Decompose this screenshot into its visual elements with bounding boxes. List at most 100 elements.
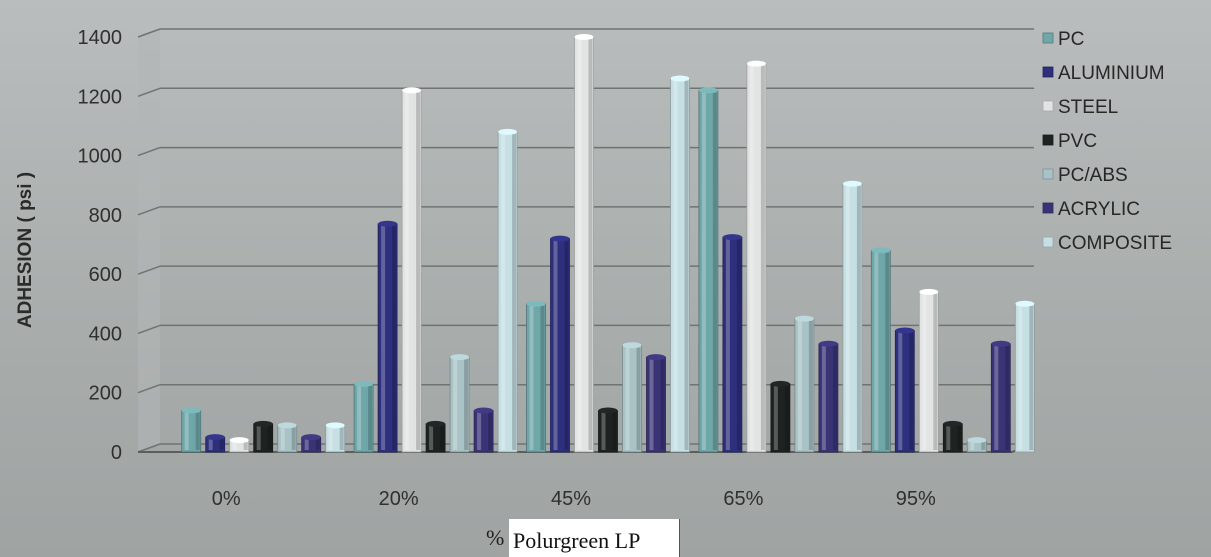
bar-cap <box>842 180 862 187</box>
y-axis-label: ADHESION ( psi ) <box>15 172 36 328</box>
bar <box>229 437 250 453</box>
bar-cap <box>402 87 422 94</box>
bar-cap <box>722 234 742 241</box>
bar-highlight <box>429 425 434 450</box>
bar <box>942 420 963 453</box>
x-axis-label: Polurgreen LP <box>509 519 680 557</box>
bar <box>277 422 298 453</box>
bar <box>670 75 690 453</box>
bar <box>497 128 518 453</box>
bar-highlight <box>477 412 482 450</box>
bar-shadow <box>1005 345 1010 450</box>
bar-shadow <box>981 442 986 450</box>
bar-highlight <box>701 92 706 450</box>
bar-highlight <box>898 332 903 450</box>
bar-highlight <box>529 305 534 450</box>
bar <box>526 300 546 453</box>
bar <box>598 407 618 453</box>
bar-highlight <box>994 345 999 450</box>
bar-shadow <box>512 133 517 450</box>
bar-highlight <box>725 239 730 450</box>
bar-highlight <box>625 347 630 450</box>
x-tick-label: 0% <box>212 488 241 510</box>
x-tick-label: 95% <box>896 488 936 510</box>
bar-shadow <box>933 293 938 450</box>
bar-cap <box>205 434 225 441</box>
gridline-depth <box>137 384 161 394</box>
bar-cap <box>943 420 963 427</box>
bar <box>646 354 666 453</box>
legend-swatch <box>1042 32 1054 44</box>
bar-cap <box>354 380 374 387</box>
bar <box>377 220 398 453</box>
y-tick-label: 1000 <box>78 146 123 168</box>
bar-shadow <box>315 439 320 450</box>
bar-cap <box>646 354 666 361</box>
legend-label: STEEL <box>1058 97 1118 118</box>
bar-cap <box>253 420 273 427</box>
bar <box>966 437 987 453</box>
bar <box>473 407 494 453</box>
bar-cap <box>670 75 690 82</box>
bar <box>181 407 202 453</box>
bar-shadow <box>784 385 789 450</box>
y-tick-label: 600 <box>89 264 122 286</box>
bar-cap <box>325 422 345 429</box>
bar-shadow <box>368 385 373 450</box>
bar-shadow <box>660 359 665 450</box>
bar-cap <box>474 407 494 414</box>
bar-shadow <box>219 439 224 450</box>
x-tick-label: 45% <box>551 488 591 510</box>
bar-cap <box>622 342 642 349</box>
bar-shadow <box>392 225 397 450</box>
bar-highlight <box>501 133 506 450</box>
bar-highlight <box>1018 305 1023 450</box>
x-tick-labels: 0% 20% 45% 65% 95% <box>212 488 936 510</box>
bar-cap <box>526 300 546 307</box>
bar-shadow <box>684 80 689 450</box>
bar-shadow <box>540 305 545 450</box>
x-tick-label: 20% <box>379 488 419 510</box>
gridline-depth <box>137 443 161 453</box>
bar <box>449 354 470 453</box>
legend-swatch <box>1042 66 1054 78</box>
bar-cap <box>229 437 249 444</box>
gridline-depth <box>137 206 161 216</box>
bar <box>894 327 915 453</box>
legend-label: PC <box>1058 29 1084 50</box>
bar-cap <box>498 128 518 135</box>
bar-shadow <box>416 92 421 450</box>
bar-shadow <box>736 239 741 450</box>
bar-shadow <box>291 427 296 450</box>
bar-shadow <box>712 92 717 450</box>
bar-highlight <box>773 385 778 450</box>
bar <box>622 342 642 453</box>
bar-shadow <box>243 442 248 450</box>
bar-shadow <box>612 412 617 450</box>
bar-highlight <box>357 385 362 450</box>
bar-cap <box>450 354 470 361</box>
bar-highlight <box>256 425 261 450</box>
bar-highlight <box>970 442 975 450</box>
bar-highlight <box>208 439 213 450</box>
gridline-depth <box>137 265 161 275</box>
bar-cap <box>181 407 201 414</box>
bar <box>325 422 346 453</box>
gridline-depth <box>137 87 161 97</box>
bar-shadow <box>564 240 569 450</box>
bar-highlight <box>453 359 458 450</box>
bar-highlight <box>232 442 237 450</box>
legend: PC ALUMINIUM STEEL PVC PC/ABS ACRYLIC COMPOSIT… <box>1042 29 1172 254</box>
bar-shadow <box>195 412 200 450</box>
bar-shadow <box>464 359 469 450</box>
bar-shadow <box>808 320 813 450</box>
bar <box>253 420 274 453</box>
bar-highlight <box>328 427 333 450</box>
bar-shadow <box>267 425 272 450</box>
bar-shadow <box>488 412 493 450</box>
bar-shadow <box>636 347 641 450</box>
bar-highlight <box>946 425 951 450</box>
bar-highlight <box>553 240 558 450</box>
y-tick-label: 0 <box>111 442 122 464</box>
